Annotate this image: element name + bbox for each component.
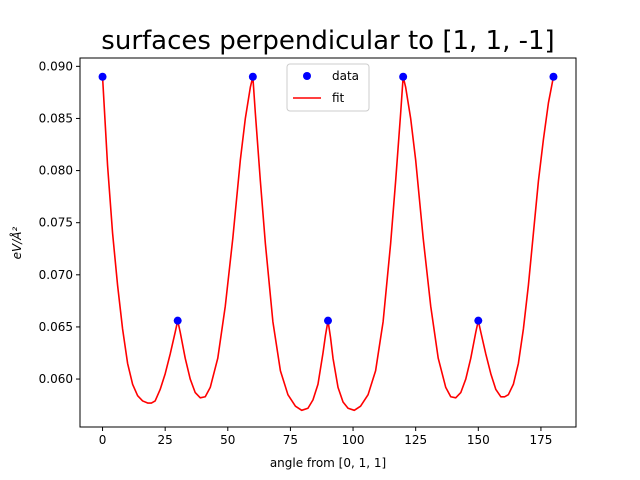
x-tick-label: 75 [283,433,298,447]
chart-title: surfaces perpendicular to [1, 1, -1] [101,26,554,56]
x-tick-label: 0 [99,433,107,447]
data-point [549,72,558,81]
data-point [474,316,483,325]
y-tick-label: 0.090 [39,59,73,73]
legend-label: data [332,69,359,83]
y-axis-label: eV/Å² [9,226,24,259]
x-axis-label: angle from [0, 1, 1] [270,456,386,470]
x-tick-label: 150 [467,433,490,447]
y-tick-label: 0.080 [39,164,73,178]
x-tick-label: 175 [529,433,552,447]
data-point [399,72,408,81]
x-tick-label: 125 [404,433,427,447]
y-tick-label: 0.075 [39,216,73,230]
y-tick-label: 0.085 [39,111,73,125]
data-point [173,316,182,325]
legend-marker-data [303,72,311,80]
x-tick-label: 50 [220,433,235,447]
data-point [98,72,107,81]
axes-frame [79,57,577,428]
fit-line [101,75,555,412]
data-point [324,316,332,325]
data-point [248,72,257,81]
legend-label: fit [332,91,345,105]
y-tick-label: 0.060 [39,372,73,386]
y-axis: 0.060 0.065 0.070 0.075 0.080 0.085 0.090 [39,59,80,386]
y-tick-label: 0.065 [39,320,73,334]
x-tick-label: 25 [158,433,173,447]
x-axis: 0 25 50 75 100 125 150 175 [99,427,552,447]
y-tick-label: 0.070 [39,268,73,282]
legend: data fit [286,63,370,112]
plot-area [79,57,577,428]
x-tick-label: 100 [342,433,365,447]
